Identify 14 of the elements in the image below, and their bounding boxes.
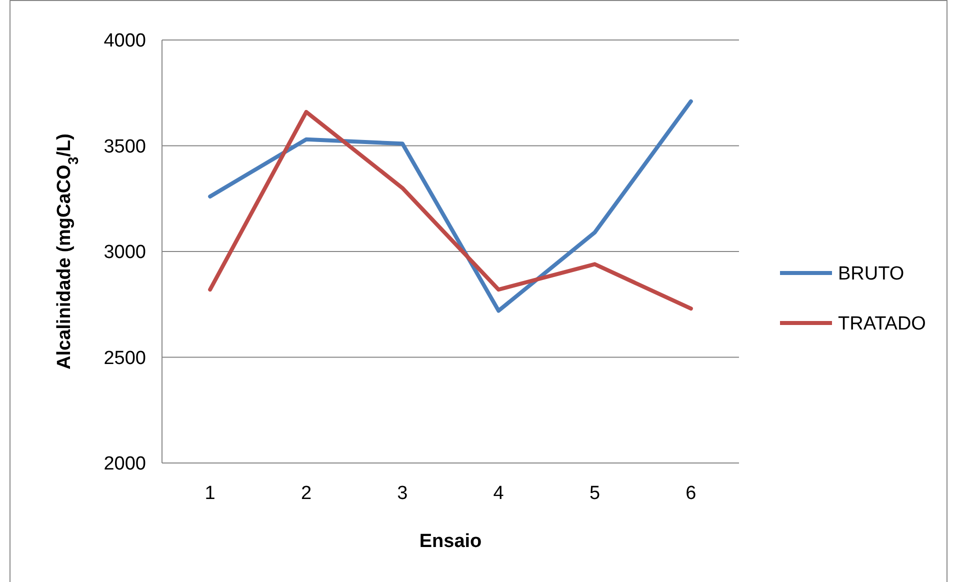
y-tick-label: 4000: [104, 30, 146, 52]
y-tick-label: 2500: [104, 348, 146, 369]
x-tick-label: 1: [204, 483, 216, 504]
y-tick-label: 2000: [104, 454, 146, 475]
y-tick-label: 3500: [104, 136, 146, 158]
x-tick-label: 6: [686, 483, 696, 504]
x-axis-title: Ensaio: [419, 531, 482, 552]
legend-label: BRUTO: [838, 264, 904, 285]
x-tick-label: 4: [493, 483, 504, 504]
y-tick-label: 3000: [104, 242, 146, 264]
x-tick-label: 2: [300, 483, 312, 504]
legend-label: TRATADO: [838, 314, 926, 335]
x-tick-label: 3: [397, 483, 408, 504]
x-tick-label: 5: [589, 483, 600, 504]
